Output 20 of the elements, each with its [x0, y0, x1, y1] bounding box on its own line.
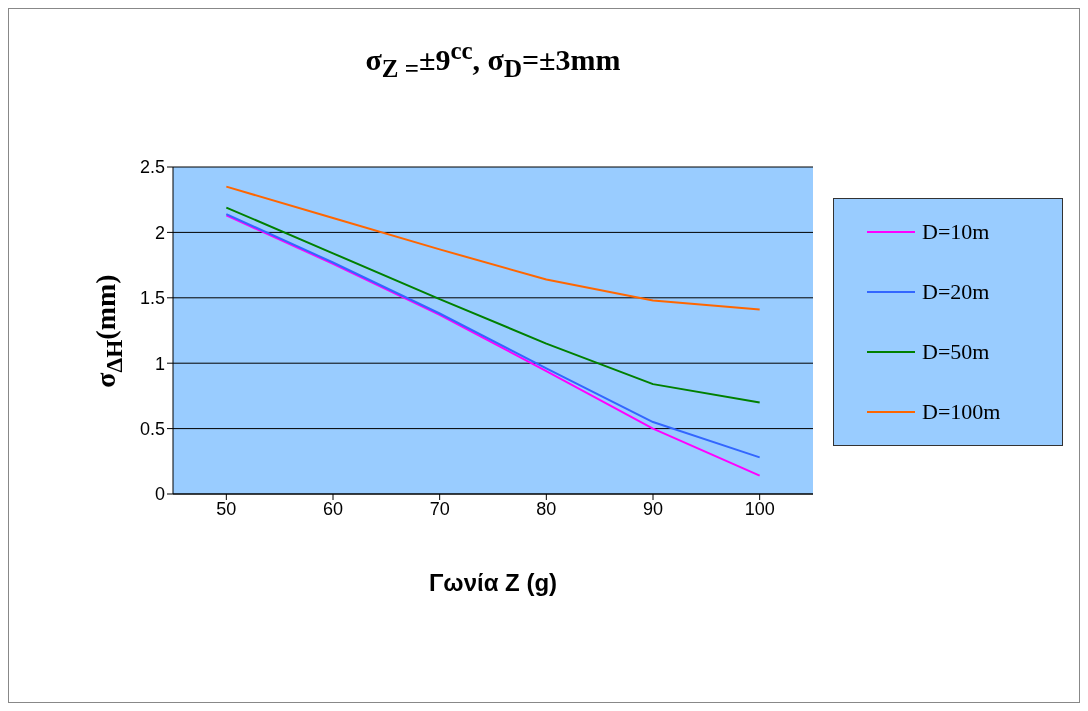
y-tick-label: 0.5 [139, 418, 165, 439]
y-tick-label: 2.5 [139, 157, 165, 178]
x-tick-label: 90 [642, 498, 664, 519]
x-tick-label: 80 [536, 498, 557, 519]
y-tick-label: 2 [154, 222, 165, 243]
x-tick-label: 50 [216, 498, 237, 519]
line-series [225, 185, 761, 311]
x-axis-title: Γωνία Z (g) [427, 569, 559, 597]
legend-label: D=20m [922, 279, 990, 305]
legend-label: D=100m [922, 399, 1001, 425]
y-tick-label: 0 [154, 484, 165, 505]
x-tick-label: 100 [744, 498, 775, 519]
x-tick-label: 70 [429, 498, 450, 519]
line-series [225, 206, 761, 404]
x-tick-label: 60 [322, 498, 344, 519]
y-tick-label: 1 [154, 353, 165, 374]
y-tick-label: 1.5 [139, 288, 165, 309]
chart-title: σ$_{Z =}$±9$^{cc}$, σ$_{D}$=±3mm [364, 37, 622, 83]
legend-label: D=50m [922, 339, 990, 365]
legend-label: D=10m [922, 219, 990, 245]
